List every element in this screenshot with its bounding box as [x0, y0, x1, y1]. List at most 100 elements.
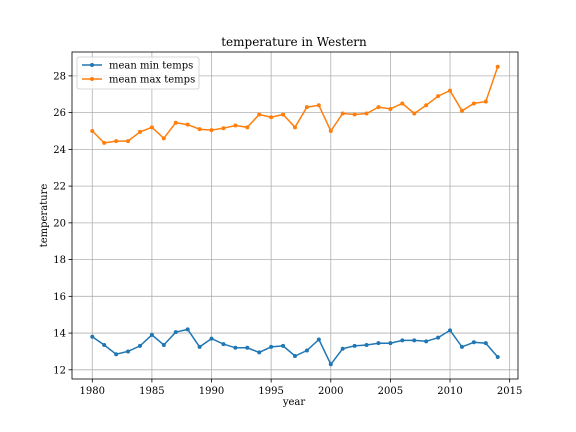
data-point — [149, 125, 154, 130]
x-tick-label: 2010 — [437, 386, 462, 397]
data-point — [293, 125, 297, 130]
data-point — [90, 334, 95, 339]
y-tick-label: 14 — [53, 329, 66, 340]
grid-lines — [72, 52, 518, 379]
data-point — [126, 349, 131, 354]
data-point — [173, 120, 178, 125]
data-point — [364, 343, 369, 348]
data-point — [161, 136, 166, 141]
series-points — [90, 64, 500, 367]
data-point — [471, 340, 476, 345]
legend: mean min temps mean max temps — [76, 56, 200, 90]
data-point — [436, 335, 441, 340]
data-point — [221, 342, 226, 347]
data-point — [209, 336, 214, 341]
data-point — [388, 106, 393, 111]
y-tick-label: 26 — [53, 108, 66, 119]
data-point — [233, 123, 238, 128]
data-point — [424, 103, 429, 108]
data-point — [185, 122, 190, 127]
y-tick-label: 22 — [53, 182, 66, 193]
data-point — [197, 344, 202, 349]
data-point — [257, 350, 262, 355]
data-point — [102, 343, 107, 348]
x-axis-ticks: 1980 1985 1990 1995 2000 2005 2010 2015 — [80, 379, 522, 397]
x-tick-label: 1985 — [139, 386, 164, 397]
data-point — [376, 341, 381, 346]
data-point — [304, 348, 309, 353]
data-point — [114, 139, 119, 144]
data-point — [149, 332, 154, 337]
x-tick-label: 2005 — [378, 386, 403, 397]
data-point — [328, 128, 333, 133]
data-point — [137, 129, 142, 134]
data-point — [304, 105, 309, 110]
data-point — [233, 345, 238, 350]
data-point — [376, 105, 381, 110]
data-point — [245, 125, 250, 130]
data-point — [281, 112, 286, 117]
series-lines — [91, 66, 499, 366]
data-point — [340, 346, 345, 351]
x-tick-label: 1995 — [258, 386, 283, 397]
data-point — [483, 99, 488, 104]
data-point — [328, 362, 333, 367]
x-tick-label: 1990 — [199, 386, 224, 397]
y-tick-label: 18 — [53, 255, 66, 266]
data-point — [316, 337, 321, 342]
data-point — [102, 140, 107, 145]
data-point — [257, 112, 262, 117]
data-point — [316, 103, 321, 108]
data-point — [352, 112, 357, 117]
legend-label: mean max temps — [109, 75, 195, 86]
data-point — [448, 88, 453, 93]
y-axis-label: temperature — [39, 184, 50, 248]
data-point — [483, 341, 488, 346]
data-point — [126, 139, 131, 144]
y-tick-label: 28 — [53, 71, 66, 82]
data-point — [293, 354, 297, 359]
legend-label: mean min temps — [109, 61, 193, 72]
data-point — [161, 343, 166, 348]
data-point — [269, 344, 274, 349]
data-point — [137, 343, 142, 348]
data-point — [459, 108, 464, 113]
data-point — [400, 338, 405, 343]
data-point — [412, 338, 417, 343]
data-point — [173, 330, 178, 335]
data-point — [209, 128, 214, 133]
x-tick-label: 1980 — [80, 386, 105, 397]
y-tick-label: 12 — [53, 365, 66, 376]
data-point — [424, 339, 429, 344]
x-tick-label: 2015 — [497, 386, 522, 397]
legend-marker — [90, 77, 94, 81]
data-point — [269, 115, 274, 120]
data-point — [340, 111, 345, 116]
data-point — [448, 328, 453, 333]
plot-area-frame — [71, 51, 519, 380]
data-point — [352, 343, 357, 348]
y-tick-label: 16 — [53, 292, 66, 303]
data-point — [495, 64, 500, 69]
data-point — [90, 128, 95, 133]
legend-box — [76, 56, 200, 90]
data-point — [495, 354, 500, 359]
data-point — [412, 111, 417, 116]
data-point — [221, 126, 226, 131]
data-point — [436, 94, 441, 99]
data-point — [245, 345, 250, 350]
y-tick-label: 24 — [53, 145, 66, 156]
y-axis-ticks: 12 14 16 18 20 22 24 26 28 — [53, 71, 72, 376]
data-point — [400, 101, 405, 106]
x-axis-label: year — [282, 397, 306, 408]
data-point — [114, 352, 119, 357]
data-point — [185, 327, 190, 332]
legend-marker — [90, 63, 94, 67]
data-point — [281, 343, 286, 348]
data-point — [459, 344, 464, 349]
data-point — [197, 127, 202, 132]
x-tick-label: 2000 — [318, 386, 343, 397]
data-point — [388, 341, 393, 346]
data-point — [364, 111, 369, 116]
